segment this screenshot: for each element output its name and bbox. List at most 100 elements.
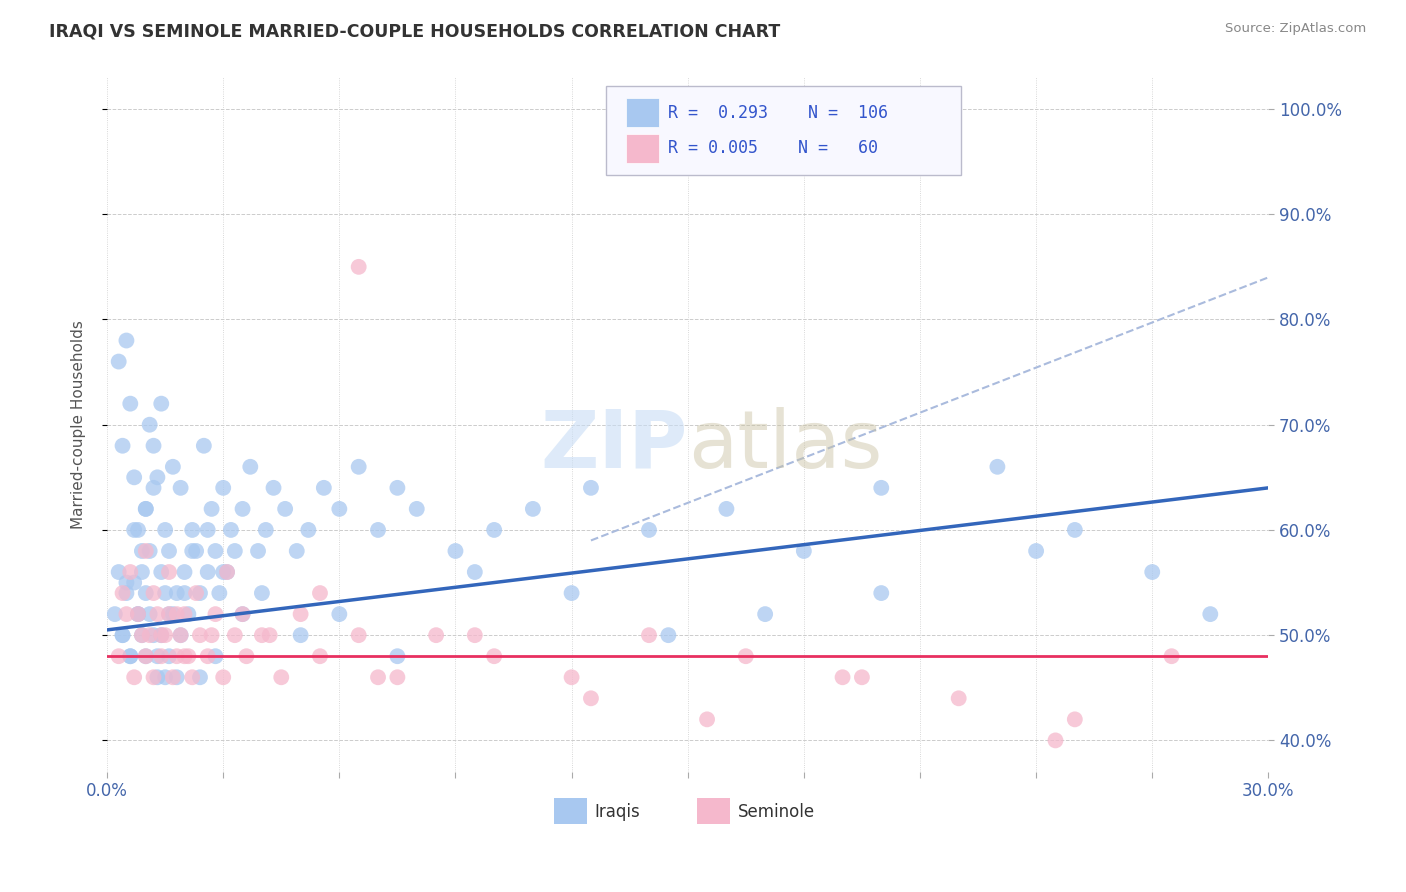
Text: ZIP: ZIP <box>540 407 688 484</box>
Point <box>146 607 169 621</box>
Point <box>197 649 219 664</box>
Point <box>696 712 718 726</box>
Point <box>162 607 184 621</box>
Point <box>120 649 142 664</box>
Point <box>153 628 176 642</box>
Point <box>150 628 173 642</box>
Point <box>107 565 129 579</box>
Point <box>188 586 211 600</box>
Point <box>716 502 738 516</box>
Point <box>157 607 180 621</box>
Point <box>142 439 165 453</box>
Point <box>197 565 219 579</box>
Point <box>870 586 893 600</box>
Point <box>263 481 285 495</box>
Point <box>135 544 157 558</box>
Point <box>111 628 134 642</box>
Point <box>122 670 145 684</box>
Point <box>169 628 191 642</box>
Point <box>127 523 149 537</box>
Point <box>157 607 180 621</box>
Point <box>142 586 165 600</box>
Text: Iraqis: Iraqis <box>595 803 641 821</box>
Point <box>122 470 145 484</box>
Point <box>131 544 153 558</box>
Point <box>1045 733 1067 747</box>
Point <box>173 565 195 579</box>
Point <box>235 649 257 664</box>
Point <box>115 334 138 348</box>
Point <box>986 459 1008 474</box>
Point <box>111 586 134 600</box>
Point <box>224 544 246 558</box>
Point <box>290 628 312 642</box>
Point <box>464 565 486 579</box>
Point <box>188 670 211 684</box>
Point <box>561 586 583 600</box>
Bar <box>626 98 658 128</box>
Point <box>120 397 142 411</box>
Point <box>347 459 370 474</box>
Point <box>173 649 195 664</box>
Point <box>297 523 319 537</box>
Point <box>204 544 226 558</box>
Point <box>367 523 389 537</box>
Point <box>464 628 486 642</box>
Point <box>138 607 160 621</box>
Point <box>115 586 138 600</box>
Point <box>347 260 370 274</box>
Point <box>107 354 129 368</box>
Point <box>212 565 235 579</box>
Point <box>142 628 165 642</box>
Point <box>259 628 281 642</box>
Point <box>181 670 204 684</box>
Point <box>146 670 169 684</box>
Point <box>184 586 207 600</box>
Point <box>387 670 409 684</box>
Point <box>232 607 254 621</box>
Point <box>232 607 254 621</box>
Point <box>150 565 173 579</box>
Point <box>425 628 447 642</box>
Point <box>193 439 215 453</box>
Text: IRAQI VS SEMINOLE MARRIED-COUPLE HOUSEHOLDS CORRELATION CHART: IRAQI VS SEMINOLE MARRIED-COUPLE HOUSEHO… <box>49 22 780 40</box>
Point <box>290 607 312 621</box>
Point <box>153 586 176 600</box>
Point <box>115 575 138 590</box>
Point <box>173 607 195 621</box>
Point <box>522 502 544 516</box>
Point <box>177 607 200 621</box>
Point <box>948 691 970 706</box>
Point <box>131 565 153 579</box>
Text: atlas: atlas <box>688 407 882 484</box>
Point <box>166 670 188 684</box>
Point <box>309 586 332 600</box>
Point <box>127 607 149 621</box>
Point <box>793 544 815 558</box>
Text: Seminole: Seminole <box>738 803 815 821</box>
Point <box>204 649 226 664</box>
Point <box>120 649 142 664</box>
Point <box>181 544 204 558</box>
Point <box>328 607 350 621</box>
Point <box>1025 544 1047 558</box>
Point <box>870 481 893 495</box>
Point <box>208 586 231 600</box>
Point <box>239 459 262 474</box>
Point <box>217 565 239 579</box>
Point <box>579 481 602 495</box>
Bar <box>697 797 730 824</box>
Point <box>212 670 235 684</box>
Point <box>169 628 191 642</box>
Point <box>1160 649 1182 664</box>
Point <box>127 607 149 621</box>
Point <box>254 523 277 537</box>
Point <box>104 607 127 621</box>
Point <box>184 544 207 558</box>
Point <box>127 607 149 621</box>
Bar <box>554 797 586 824</box>
Point <box>162 459 184 474</box>
Y-axis label: Married-couple Households: Married-couple Households <box>72 320 86 529</box>
Point <box>312 481 335 495</box>
Point <box>250 586 273 600</box>
